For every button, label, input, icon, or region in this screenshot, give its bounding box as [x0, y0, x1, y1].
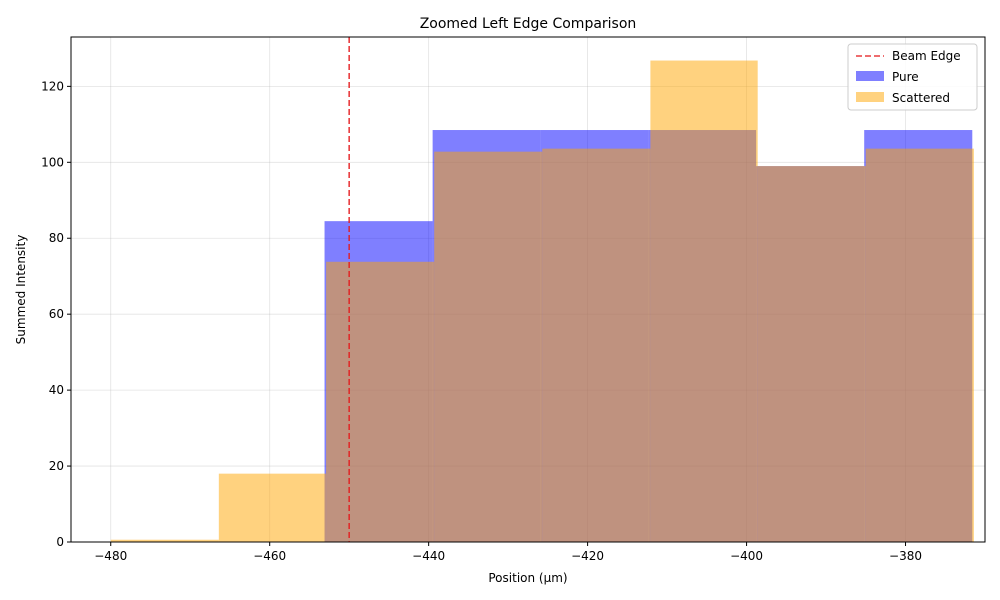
- x-tick-label: −400: [730, 549, 763, 563]
- y-tick-label: 80: [49, 231, 64, 245]
- y-tick-label: 40: [49, 383, 64, 397]
- bar-scattered: [757, 166, 866, 542]
- y-axis-label: Summed Intensity: [14, 235, 28, 345]
- legend-swatch-pure: [856, 71, 884, 81]
- x-tick-label: −420: [571, 549, 604, 563]
- legend: Beam Edge Pure Scattered: [847, 43, 978, 111]
- y-tick-label: 0: [56, 535, 64, 549]
- y-tick-label: 120: [41, 79, 64, 93]
- bar-scattered: [650, 60, 758, 543]
- bars: [110, 60, 974, 543]
- bar-scattered: [326, 261, 435, 542]
- bar-scattered: [218, 473, 327, 542]
- bar-scattered: [110, 539, 219, 542]
- x-tick-label: −380: [889, 549, 922, 563]
- chart-title: Zoomed Left Edge Comparison: [420, 16, 637, 32]
- legend-label-scattered: Scattered: [892, 91, 950, 105]
- ticks: −480 −460 −440 −420 −400 −380 0 20 40 60 80 100 120: [41, 79, 922, 563]
- y-tick-label: 60: [49, 307, 64, 321]
- y-tick-label: 100: [41, 155, 64, 169]
- plot-frame: [70, 36, 986, 543]
- x-axis-label: Position (µm): [488, 571, 567, 585]
- bar-scattered: [542, 148, 651, 542]
- legend-label-beam-edge: Beam Edge: [892, 49, 961, 63]
- y-tick-label: 20: [49, 459, 64, 473]
- legend-swatch-scattered: [856, 92, 884, 102]
- bar-scattered: [434, 151, 543, 542]
- x-tick-label: −440: [412, 549, 445, 563]
- x-tick-label: −460: [253, 549, 286, 563]
- bar-scattered: [865, 148, 974, 542]
- x-tick-label: −480: [94, 549, 127, 563]
- legend-label-pure: Pure: [892, 70, 919, 84]
